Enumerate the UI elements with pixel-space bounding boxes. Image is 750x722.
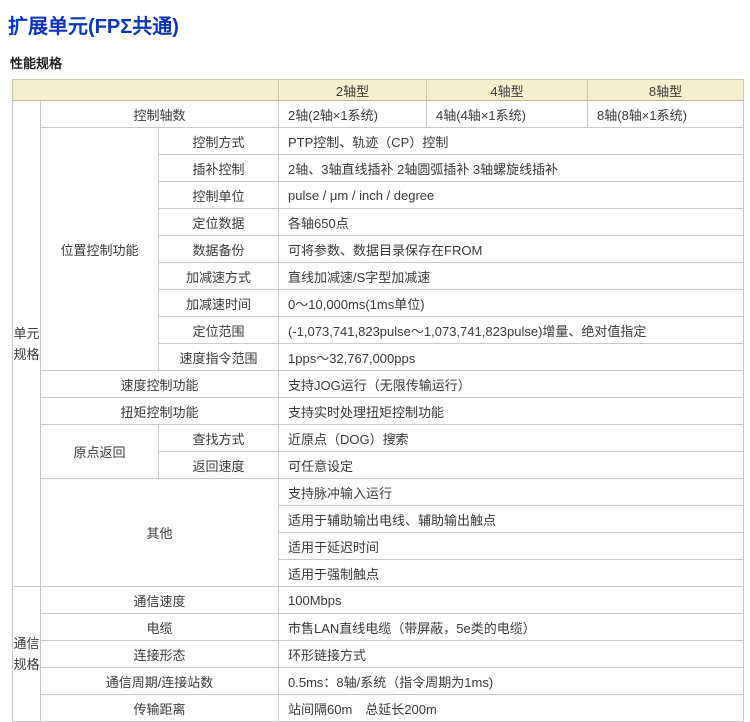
row-comm-speed: 通信规格 通信速度 100Mbps: [12, 586, 745, 722]
row-accel-method: 加减速方式 直线加减速/S字型加减速: [13, 262, 745, 290]
row-others-2: 适用于辅助输出电线、辅助输出触点: [13, 505, 745, 533]
row-speed-control: 速度控制功能 支持JOG运行（无限传输运行）: [13, 370, 745, 398]
value-accel-method: 直线加减速/S字型加减速: [278, 262, 745, 290]
row-return-speed: 返回速度 可任意设定: [13, 451, 745, 479]
header-blank-cell: [11, 79, 280, 101]
value-search-method: 近原点（DOG）搜索: [278, 424, 745, 452]
row-home-search: 原点返回 查找方式 近原点（DOG）搜索: [13, 424, 745, 479]
value-data-backup: 可将参数、数据目录保存在FROM: [278, 235, 745, 263]
row-control-method: 位置控制功能 控制方式 PTP控制、轨迹（CP）控制: [13, 127, 745, 371]
row-connection-form: 连接形态 环形链接方式: [13, 640, 745, 668]
row-others-3: 适用于延迟时间: [13, 532, 745, 560]
header-4-axis: 4轴型: [426, 79, 589, 101]
label-speed-cmd-range: 速度指令范围: [157, 343, 280, 371]
value-others-2: 适用于辅助输出电线、辅助输出触点: [278, 505, 745, 533]
label-positioning-range: 定位范围: [157, 316, 280, 344]
section-subtitle: 性能规格: [10, 56, 63, 71]
group-others: 其他: [39, 478, 280, 587]
label-comm-cycle: 通信周期/连接站数: [39, 667, 280, 695]
group-home-return: 原点返回: [40, 424, 159, 479]
value-comm-cycle: 0.5ms：8轴/系统（指令周期为1ms): [278, 667, 745, 695]
value-others-1: 支持脉冲输入运行: [278, 478, 745, 506]
value-positioning-data: 各轴650点: [278, 208, 745, 236]
value-speed-cmd-range: 1pps～32,767,000pps: [278, 343, 745, 371]
label-connection-form: 连接形态: [39, 640, 280, 668]
row-transmission-distance: 传输距离 站间隔60m 总延长200m: [13, 694, 745, 722]
value-torque-control: 支持实时处理扭矩控制功能: [278, 397, 745, 425]
label-speed-control: 速度控制功能: [39, 370, 280, 398]
label-torque-control: 扭矩控制功能: [39, 397, 280, 425]
header-2-axis: 2轴型: [278, 79, 428, 101]
value-accel-time: 0～10,000ms(1ms单位): [278, 289, 745, 317]
value-axes-2: 2轴(2轴×1系统): [278, 100, 428, 128]
row-others-4: 适用于强制触点: [13, 559, 745, 587]
label-accel-method: 加减速方式: [157, 262, 280, 290]
label-search-method: 查找方式: [157, 424, 280, 452]
value-others-4: 适用于强制触点: [278, 559, 745, 587]
label-interpolation: 插补控制: [157, 154, 280, 182]
value-axes-4: 4轴(4轴×1系统): [426, 100, 589, 128]
row-positioning-data: 定位数据 各轴650点: [13, 208, 745, 236]
value-control-method: PTP控制、轨迹（CP）控制: [278, 127, 745, 155]
row-positioning-range: 定位范围 (-1,073,741,823pulse～1,073,741,823p…: [13, 316, 745, 344]
label-positioning-data: 定位数据: [157, 208, 280, 236]
value-positioning-range: (-1,073,741,823pulse～1,073,741,823pulse)…: [278, 316, 745, 344]
row-speed-cmd-range: 速度指令范围 1pps～32,767,000pps: [13, 343, 745, 371]
value-interpolation: 2轴、3轴直线插补 2轴圆弧插补 3轴螺旋线插补: [278, 154, 745, 182]
group-position-control: 位置控制功能: [40, 127, 159, 371]
value-others-3: 适用于延迟时间: [278, 532, 745, 560]
header-8-axis: 8轴型: [587, 79, 745, 101]
row-control-axes: 单元规格 控制轴数 2轴(2轴×1系统) 4轴(4轴×1系统) 8轴(8轴×1系…: [12, 100, 745, 587]
label-accel-time: 加减速时间: [157, 289, 280, 317]
value-connection-form: 环形链接方式: [278, 640, 745, 668]
value-speed-control: 支持JOG运行（无限传输运行）: [278, 370, 745, 398]
performance-spec-table: 2轴型 4轴型 8轴型 单元规格 控制轴数 2轴(2轴×1系统) 4轴(4轴×1…: [11, 79, 745, 722]
row-others-1: 其他 支持脉冲输入运行: [13, 478, 745, 587]
row-control-unit: 控制单位 pulse / μm / inch / degree: [13, 181, 745, 209]
value-transmission-distance: 站间隔60m 总延长200m: [278, 694, 745, 722]
label-return-speed: 返回速度: [157, 451, 280, 479]
label-cable: 电缆: [39, 613, 280, 641]
group-unit-spec: 单元规格: [12, 100, 41, 587]
row-data-backup: 数据备份 可将参数、数据目录保存在FROM: [13, 235, 745, 263]
value-return-speed: 可任意设定: [278, 451, 745, 479]
row-interpolation: 插补控制 2轴、3轴直线插补 2轴圆弧插补 3轴螺旋线插补: [13, 154, 745, 182]
row-cable: 电缆 市售LAN直线电缆（带屏蔽，5e类的电缆）: [13, 613, 745, 641]
label-data-backup: 数据备份: [157, 235, 280, 263]
value-control-unit: pulse / μm / inch / degree: [278, 181, 745, 209]
group-comm-spec: 通信规格: [12, 586, 41, 722]
label-comm-speed: 通信速度: [39, 586, 280, 614]
label-control-axes: 控制轴数: [39, 100, 280, 128]
label-control-unit: 控制单位: [157, 181, 280, 209]
label-transmission-distance: 传输距离: [39, 694, 280, 722]
label-control-method: 控制方式: [157, 127, 280, 155]
page-title: 扩展单元(FPΣ共通): [8, 16, 179, 38]
row-comm-cycle: 通信周期/连接站数 0.5ms：8轴/系统（指令周期为1ms): [13, 667, 745, 695]
header-row: 2轴型 4轴型 8轴型: [11, 79, 745, 101]
value-axes-8: 8轴(8轴×1系统): [587, 100, 745, 128]
value-comm-speed: 100Mbps: [278, 586, 745, 614]
value-cable: 市售LAN直线电缆（带屏蔽，5e类的电缆）: [278, 613, 745, 641]
row-torque-control: 扭矩控制功能 支持实时处理扭矩控制功能: [13, 397, 745, 425]
